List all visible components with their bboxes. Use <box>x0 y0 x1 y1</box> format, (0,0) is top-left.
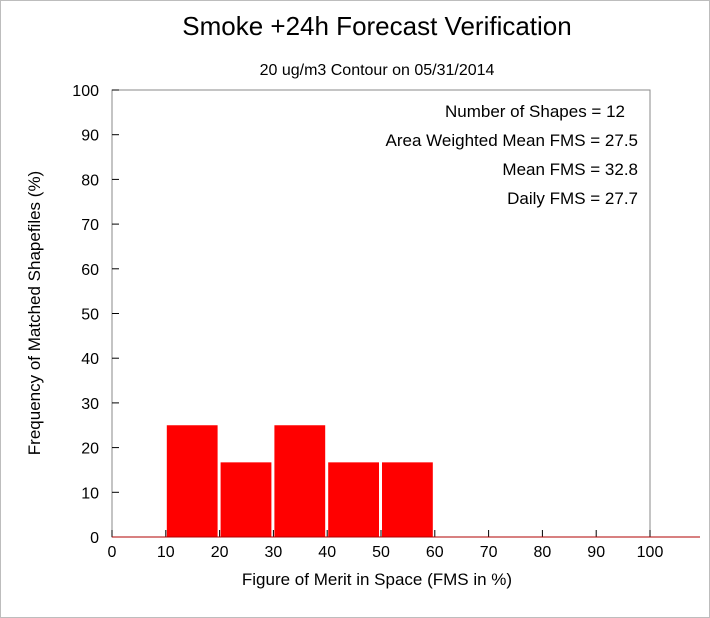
chart-title: Smoke +24h Forecast Verification <box>182 11 571 41</box>
x-tick-label: 80 <box>534 544 552 561</box>
x-axis-label: Figure of Merit in Space (FMS in %) <box>242 570 512 589</box>
y-tick-label: 30 <box>81 396 99 413</box>
x-tick-label: 100 <box>637 544 664 561</box>
histogram-bar <box>274 425 326 537</box>
y-tick-label: 10 <box>81 485 99 502</box>
stat-area-weighted-mean-fms: Area Weighted Mean FMS = 27.5 <box>386 131 638 150</box>
y-tick-label: 80 <box>81 172 99 189</box>
y-tick-label: 0 <box>90 530 99 547</box>
y-tick-label: 20 <box>81 441 99 458</box>
stat-mean-fms: Mean FMS = 32.8 <box>502 160 638 179</box>
y-tick-label: 50 <box>81 307 99 324</box>
y-tick-label: 70 <box>81 217 99 234</box>
histogram-bar <box>328 462 379 537</box>
x-tick-label: 20 <box>211 544 229 561</box>
x-tick-label: 30 <box>265 544 283 561</box>
y-axis-label: Frequency of Matched Shapefiles (%) <box>25 171 44 455</box>
x-tick-label: 0 <box>108 544 117 561</box>
y-axis-ticks: 0 10 20 30 40 50 60 70 80 90 100 <box>72 83 119 547</box>
bars-group <box>166 425 433 537</box>
histogram-bar <box>166 425 218 537</box>
x-tick-label: 40 <box>318 544 336 561</box>
x-tick-label: 90 <box>587 544 605 561</box>
stats-box: Number of Shapes = 12 Area Weighted Mean… <box>386 102 638 208</box>
histogram-bar <box>382 462 433 537</box>
x-tick-label: 60 <box>426 544 444 561</box>
x-tick-label: 50 <box>372 544 390 561</box>
y-tick-label: 100 <box>72 83 99 100</box>
histogram-bar <box>220 462 272 537</box>
x-tick-label: 10 <box>157 544 175 561</box>
x-axis-ticks: 0 10 20 30 40 50 60 70 80 90 100 <box>108 530 664 561</box>
y-tick-label: 60 <box>81 262 99 279</box>
y-tick-label: 40 <box>81 351 99 368</box>
chart-subtitle: 20 ug/m3 Contour on 05/31/2014 <box>260 62 495 79</box>
x-tick-label: 70 <box>480 544 498 561</box>
y-tick-label: 90 <box>81 128 99 145</box>
stat-daily-fms: Daily FMS = 27.7 <box>507 189 638 208</box>
stat-number-of-shapes: Number of Shapes = 12 <box>445 102 625 121</box>
